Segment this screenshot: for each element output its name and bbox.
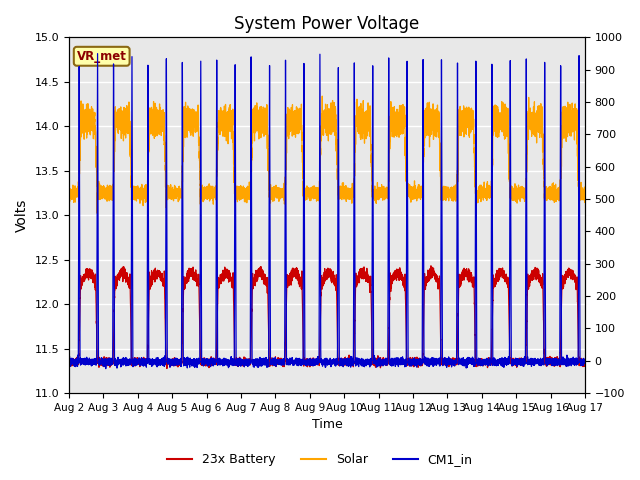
Text: VR_met: VR_met [77, 50, 127, 63]
X-axis label: Time: Time [312, 419, 342, 432]
Legend: 23x Battery, Solar, CM1_in: 23x Battery, Solar, CM1_in [163, 448, 477, 471]
Title: System Power Voltage: System Power Voltage [234, 15, 420, 33]
Y-axis label: Volts: Volts [15, 199, 29, 232]
